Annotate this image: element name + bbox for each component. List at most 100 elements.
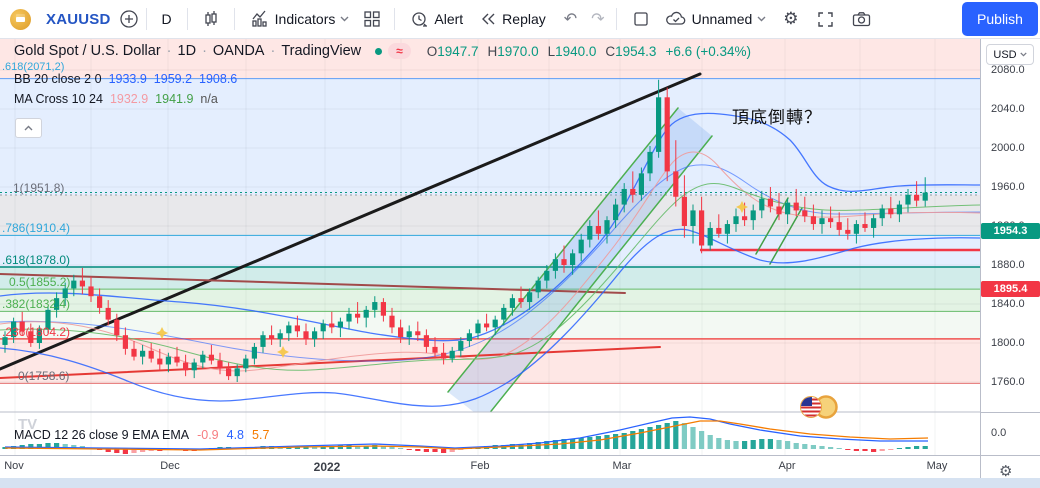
candle [217,360,223,369]
candle [346,313,352,322]
candle [716,227,722,234]
macd-signal-line [4,420,929,451]
candle [208,354,214,361]
candle [140,350,146,357]
candle [681,196,687,226]
fullscreen-icon[interactable] [808,11,843,28]
candle [776,206,782,215]
grid-layout-icon[interactable] [357,10,387,28]
chart-type-candles-icon[interactable] [195,9,227,29]
candle [810,216,816,225]
candle [28,331,34,343]
macd-hist-bar [312,447,318,449]
compare-add-icon[interactable] [119,9,139,29]
candle [79,280,85,287]
ma-cross-indicator-label[interactable]: MA Cross 10 24 [14,92,103,106]
highlight-mark [277,346,289,358]
candle [415,331,421,336]
macd-hist-bar [140,449,146,452]
candle [355,313,361,318]
symbol-search-button[interactable]: XAUUSD [38,4,119,34]
candle [441,352,447,359]
replay-icon [479,10,497,28]
time-tick: 2022 [313,460,341,474]
macd-hist-bar [862,449,868,451]
candle [707,227,713,246]
candle [432,346,438,353]
candle [578,239,584,254]
gold-symbol-icon [10,8,31,30]
candle [54,298,60,310]
candle [853,224,859,234]
indicators-button[interactable]: Indicators [242,4,358,34]
candle [277,333,283,340]
macd-hist-bar [647,427,653,449]
time-axis[interactable]: Nov Dec 2022 Feb Mar Apr May [0,455,980,479]
macd-hist-bar [122,449,128,454]
price-axis[interactable]: USD 2080.02040.02000.01960.01920.01880.0… [980,38,1040,480]
indicators-icon [250,9,270,29]
highlight-mark [736,201,748,213]
macd-hist-bar [810,445,816,449]
collapse-legend-button[interactable] [15,118,42,138]
candle [234,368,240,377]
redo-icon[interactable]: ↷ [591,11,605,28]
macd-hist-bar [458,449,464,450]
candle [406,331,412,338]
candle [11,321,17,338]
macd-hist-bar [355,446,361,449]
macd-hist-bar [836,448,842,449]
macd-hist-bar [415,449,421,451]
candle [733,216,739,225]
macd-indicator-label[interactable]: MACD 12 26 close 9 EMA EMA [14,428,190,442]
alert-button[interactable]: Alert [402,4,471,34]
macd-hist-bar [114,449,120,453]
candle [2,337,8,345]
replay-button[interactable]: Replay [471,4,554,34]
candle [114,319,120,336]
bb-indicator-label[interactable]: BB 20 close 2 0 [14,72,102,86]
axis-settings-gear-icon[interactable]: ⚙ [999,463,1013,480]
candle [303,331,309,340]
currency-dropdown[interactable]: USD [986,44,1034,65]
macd-hist-bar [372,445,378,449]
snapshot-camera-icon[interactable] [843,11,880,27]
candle [71,280,77,289]
cloud-saved-icon [665,11,687,27]
candle [595,226,601,234]
publish-button[interactable]: Publish [962,2,1038,36]
settings-gear-icon[interactable]: ⚙ [783,9,799,28]
candle [518,298,524,303]
layout-template-icon[interactable] [624,10,658,28]
candle [191,362,197,371]
undo-icon[interactable]: ↶ [563,11,578,28]
symbol-title[interactable]: Gold Spot / U.S. Dollar [14,43,161,59]
candle [226,368,232,377]
candle [398,327,404,338]
candle [183,362,189,371]
candle [260,335,266,347]
candle [613,204,619,221]
price-tick: 1800.0 [991,337,1025,349]
candle [638,173,644,195]
text-annotation[interactable]: 頂底倒轉？ [732,108,822,127]
top-toolbar: XAUUSD D Indicators Alert [0,0,1040,39]
candle [750,210,756,221]
chevron-up-icon [24,125,33,131]
macd-zero-label: 0.0 [991,427,1007,439]
candle [690,210,696,226]
candle [466,333,472,342]
candle [767,198,773,207]
interval-button[interactable]: D [161,11,172,27]
candle [363,309,369,318]
macd-hist-bar [389,447,395,449]
macd-hist-bar [681,423,687,449]
macd-hist-bar [423,449,429,452]
candle [793,202,799,211]
candle [724,224,730,234]
time-tick: May [926,460,948,472]
last-price-badge: 1954.3 [981,223,1040,239]
save-layout-button[interactable]: Unnamed [658,4,775,34]
candle [871,218,877,228]
